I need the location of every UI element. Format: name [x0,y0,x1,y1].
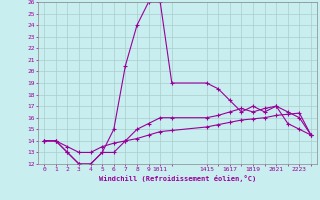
X-axis label: Windchill (Refroidissement éolien,°C): Windchill (Refroidissement éolien,°C) [99,175,256,182]
